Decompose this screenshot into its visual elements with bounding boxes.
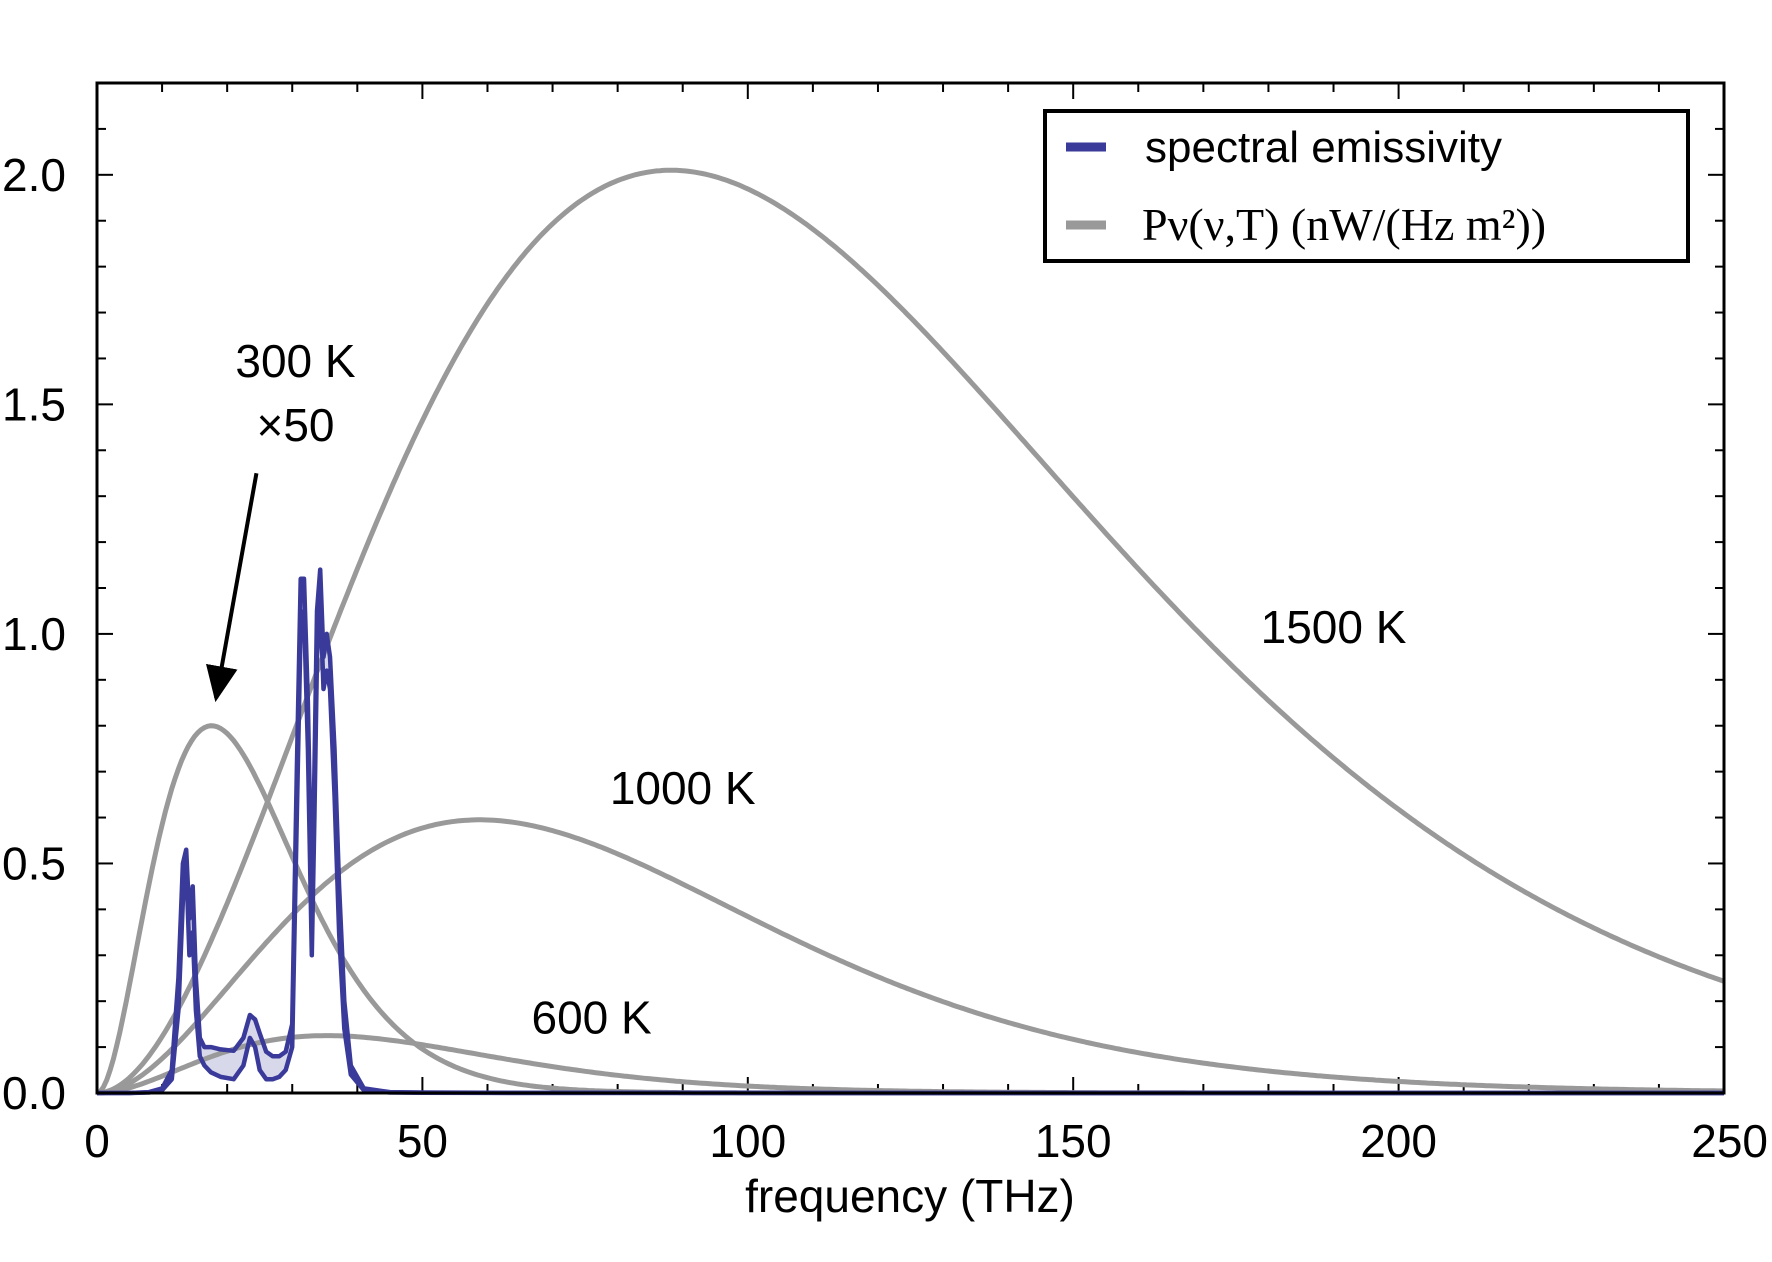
x-tick-label: 100 — [709, 1115, 786, 1167]
curves-layer — [95, 167, 1725, 1096]
planck-curve-1500k — [96, 167, 1725, 1096]
tick-labels: 0 50 100 150 200 250 0.0 0.5 1.0 1.5 2.0 — [2, 149, 1768, 1167]
legend-label-emissivity: spectral emissivity — [1145, 123, 1502, 172]
legend-label-planck: Pν(ν,T) (nW/(Hz m²)) — [1142, 199, 1546, 250]
curve-annotation: ×50 — [256, 399, 334, 451]
emissivity-line-upper — [97, 567, 1724, 1096]
planck-curve-1000k — [96, 817, 1725, 1096]
emissivity-band — [97, 569, 1724, 1093]
emissivity-line-lower — [97, 594, 1724, 1096]
y-tick-label: 1.5 — [2, 378, 66, 430]
curve-annotation: 300 K — [235, 335, 356, 387]
legend-box — [1043, 109, 1690, 263]
x-tick-label: 0 — [84, 1115, 110, 1167]
annotations: 300 K ×50 1500 K 1000 K 600 K — [235, 335, 1406, 1044]
x-axis-label: frequency (THz) — [745, 1170, 1075, 1222]
plot-frame — [95, 81, 1726, 1095]
y-tick-label: 0.5 — [2, 837, 66, 889]
x-tick-label: 50 — [397, 1115, 448, 1167]
curve-annotation: 1500 K — [1261, 601, 1407, 653]
curve-annotation: 1000 K — [610, 762, 756, 814]
y-tick-label: 2.0 — [2, 149, 66, 201]
curve-annotation: 600 K — [531, 991, 652, 1043]
x-tick-label: 150 — [1035, 1115, 1112, 1167]
legend: spectral emissivity Pν(ν,T) (nW/(Hz m²)) — [1043, 109, 1690, 263]
x-tick-label: 250 — [1691, 1115, 1768, 1167]
x-tick-label: 200 — [1360, 1115, 1437, 1167]
y-tick-label: 1.0 — [2, 608, 66, 660]
annotation-arrow — [205, 472, 259, 703]
y-tick-label: 0.0 — [2, 1067, 66, 1119]
